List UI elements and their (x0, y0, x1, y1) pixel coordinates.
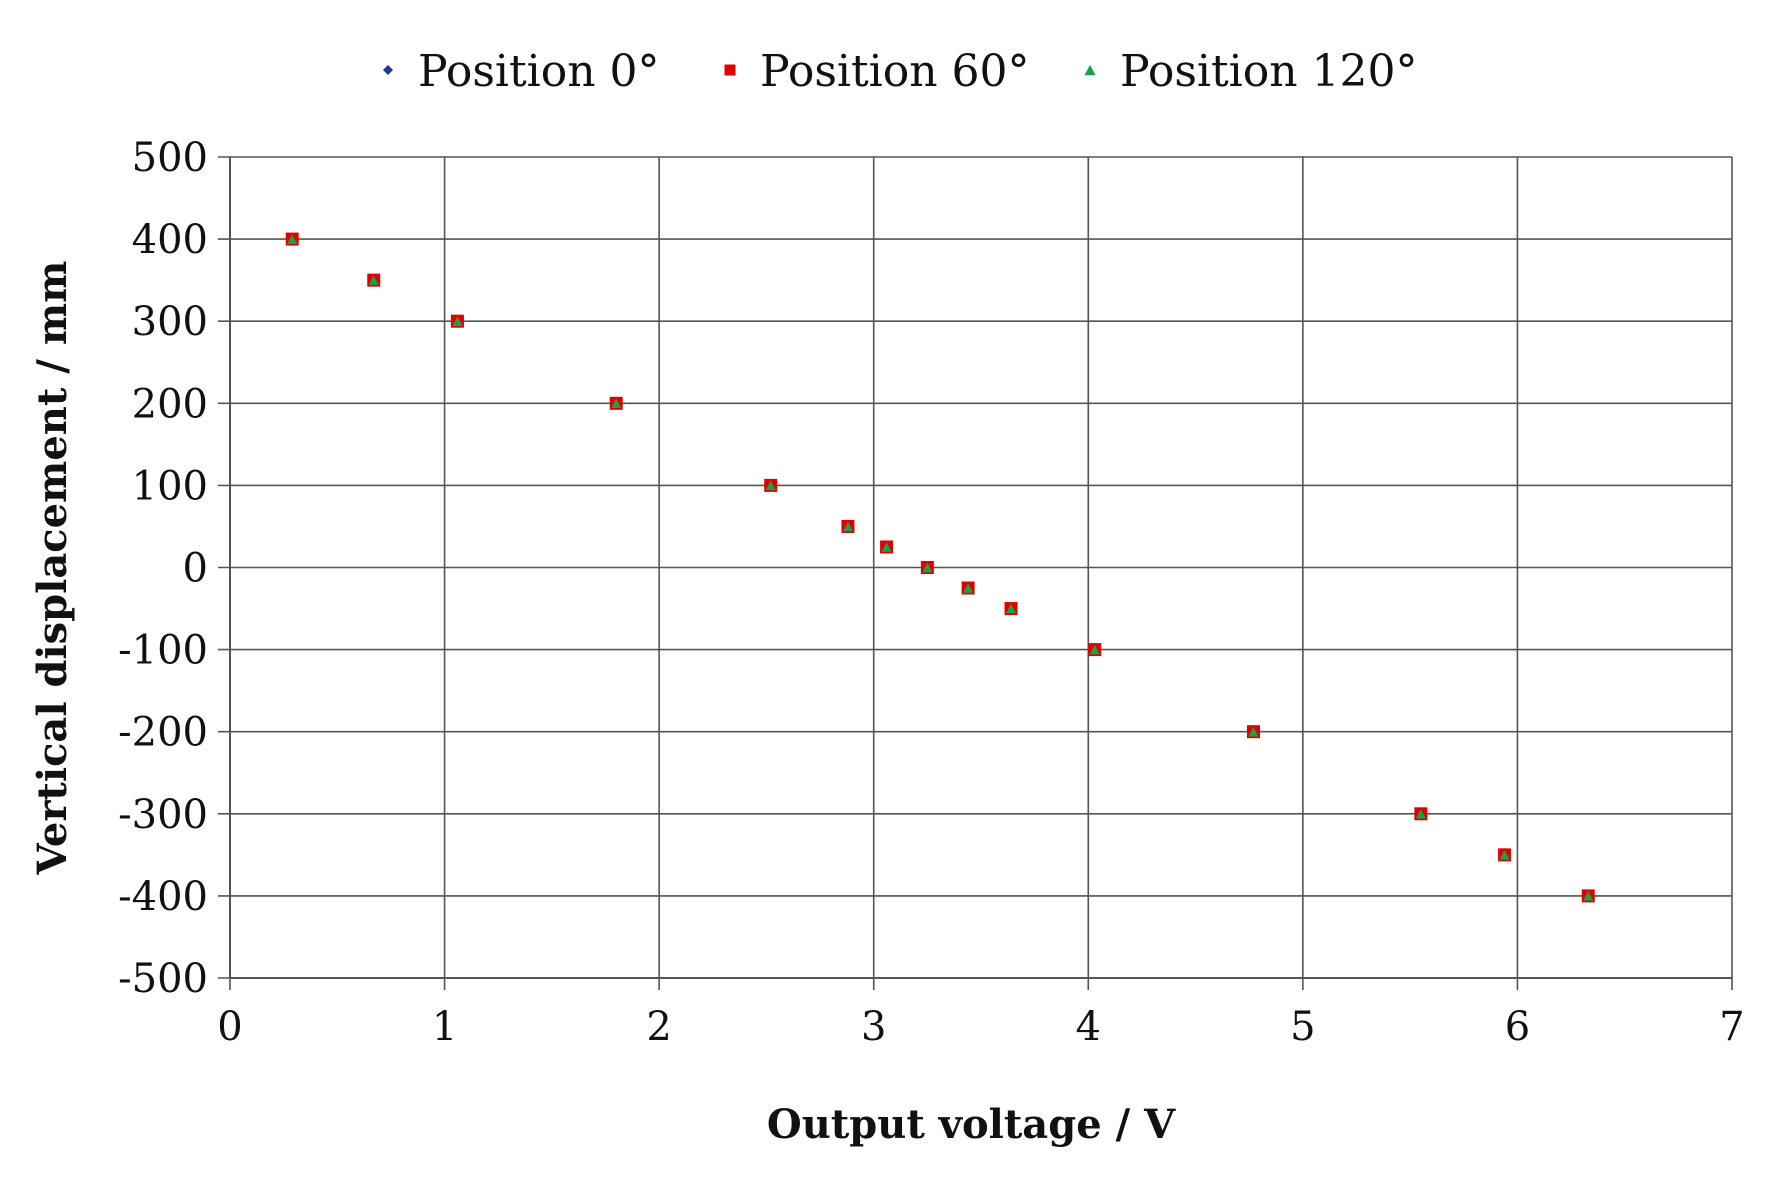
x-tick-label: 2 (646, 1004, 671, 1050)
x-tick-label: 5 (1290, 1004, 1315, 1050)
y-tick-label: -400 (118, 874, 208, 920)
data-point-series-3 (922, 562, 933, 573)
data-point-series-3 (1499, 850, 1510, 860)
data-point-series-3 (287, 234, 298, 244)
x-tick-label: 3 (861, 1004, 886, 1050)
legend-marker-2 (724, 64, 736, 76)
x-tick-label: 4 (1076, 1004, 1101, 1050)
data-point-series-3 (1089, 644, 1100, 655)
x-tick-label: 0 (217, 1004, 242, 1050)
y-tick-label: 500 (132, 135, 208, 181)
y-tick-label: 400 (132, 217, 208, 263)
data-point-series-3 (368, 275, 379, 285)
y-tick-label: 200 (132, 381, 208, 427)
legend-label-3: Position 120° (1120, 46, 1418, 97)
legend: Position 0° Position 60° Position 120° (383, 46, 1418, 97)
data-point-series-3 (842, 521, 853, 532)
legend-marker-3 (1084, 64, 1096, 76)
data-point-series-3 (1415, 809, 1426, 819)
x-tick-label: 7 (1719, 1004, 1744, 1050)
data-points (285, 232, 1595, 903)
data-point-series-3 (1248, 726, 1259, 737)
y-tick-label: -200 (118, 710, 208, 756)
x-axis-title: Output voltage / V (767, 1101, 1176, 1148)
y-tick-label: -300 (118, 792, 208, 838)
data-point-series-3 (881, 542, 892, 552)
data-point-series-3 (1583, 891, 1594, 901)
data-point-series-3 (452, 316, 463, 326)
y-tick-label: -500 (118, 956, 208, 1002)
y-tick-label: -100 (118, 628, 208, 674)
legend-label-1: Position 0° (418, 46, 660, 97)
x-tick-label: 6 (1505, 1004, 1530, 1050)
data-point-series-3 (611, 398, 622, 409)
data-point-series-3 (765, 480, 776, 491)
data-point-series-3 (963, 583, 974, 593)
y-axis-title: Vertical displacement / mm (29, 261, 76, 876)
x-tick-label: 1 (432, 1004, 457, 1050)
y-tick-label: 100 (132, 463, 208, 509)
gridlines (218, 156, 1733, 990)
legend-marker-1 (383, 65, 393, 75)
y-tick-label: 0 (183, 546, 208, 592)
data-point-series-3 (1006, 603, 1017, 614)
y-tick-label: 300 (132, 299, 208, 345)
legend-label-2: Position 60° (760, 46, 1030, 97)
